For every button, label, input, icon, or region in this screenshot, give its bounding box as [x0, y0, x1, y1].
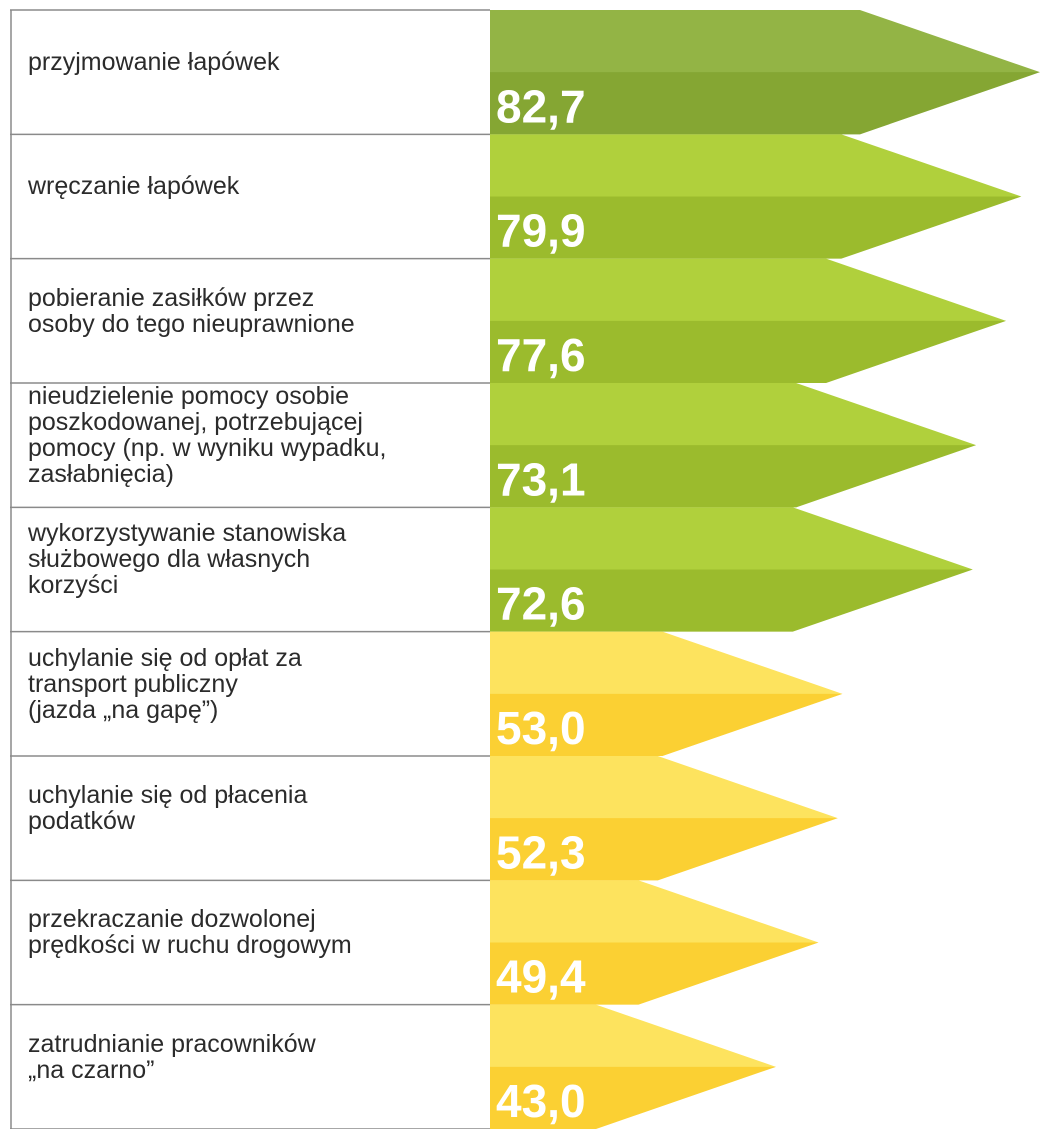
- category-label: przyjmowanie łapówek: [28, 48, 280, 77]
- category-label: uchylanie się od opłat za transport publ…: [28, 643, 302, 724]
- bar: [490, 383, 977, 508]
- bar: [490, 631, 843, 756]
- value-label: 77,6: [496, 329, 586, 381]
- category-label: wykorzystywanie stanowiska służbowego dl…: [28, 519, 347, 600]
- bar-shade: [490, 942, 819, 1005]
- value-label: 72,6: [496, 578, 586, 630]
- value-label: 73,1: [496, 453, 586, 505]
- bar-shade: [490, 196, 1022, 259]
- value-label: 79,9: [496, 205, 586, 257]
- bar-shade: [490, 1066, 776, 1129]
- bar: [490, 10, 1040, 135]
- category-label: przekraczanie dozwolonej prędkości w ruc…: [28, 905, 352, 960]
- value-label: 49,4: [496, 951, 586, 1003]
- bar: [490, 134, 1022, 259]
- category-label: zatrudnianie pracowników „na czarno”: [28, 1029, 316, 1084]
- bar-shade: [490, 320, 1007, 383]
- bar: [490, 1004, 776, 1129]
- category-label: uchylanie się od płacenia podatków: [28, 781, 308, 836]
- bar: [490, 258, 1007, 383]
- bar-shade: [490, 693, 843, 756]
- bar: [490, 507, 973, 632]
- bar-shade: [490, 445, 977, 508]
- bar-shade: [490, 818, 838, 881]
- value-label: 82,7: [496, 80, 586, 132]
- category-label: pobieranie zasiłków przez osoby do tego …: [28, 283, 355, 338]
- bar-shade: [490, 72, 1040, 135]
- bar: [490, 756, 838, 881]
- category-label: nieudzielenie pomocy osobie poszkodowane…: [28, 382, 387, 489]
- value-label: 52,3: [496, 826, 586, 878]
- category-label: wręczanie łapówek: [28, 172, 240, 201]
- value-label: 43,0: [496, 1075, 586, 1127]
- bar-shade: [490, 569, 973, 632]
- bar: [490, 880, 819, 1005]
- value-label: 53,0: [496, 702, 586, 754]
